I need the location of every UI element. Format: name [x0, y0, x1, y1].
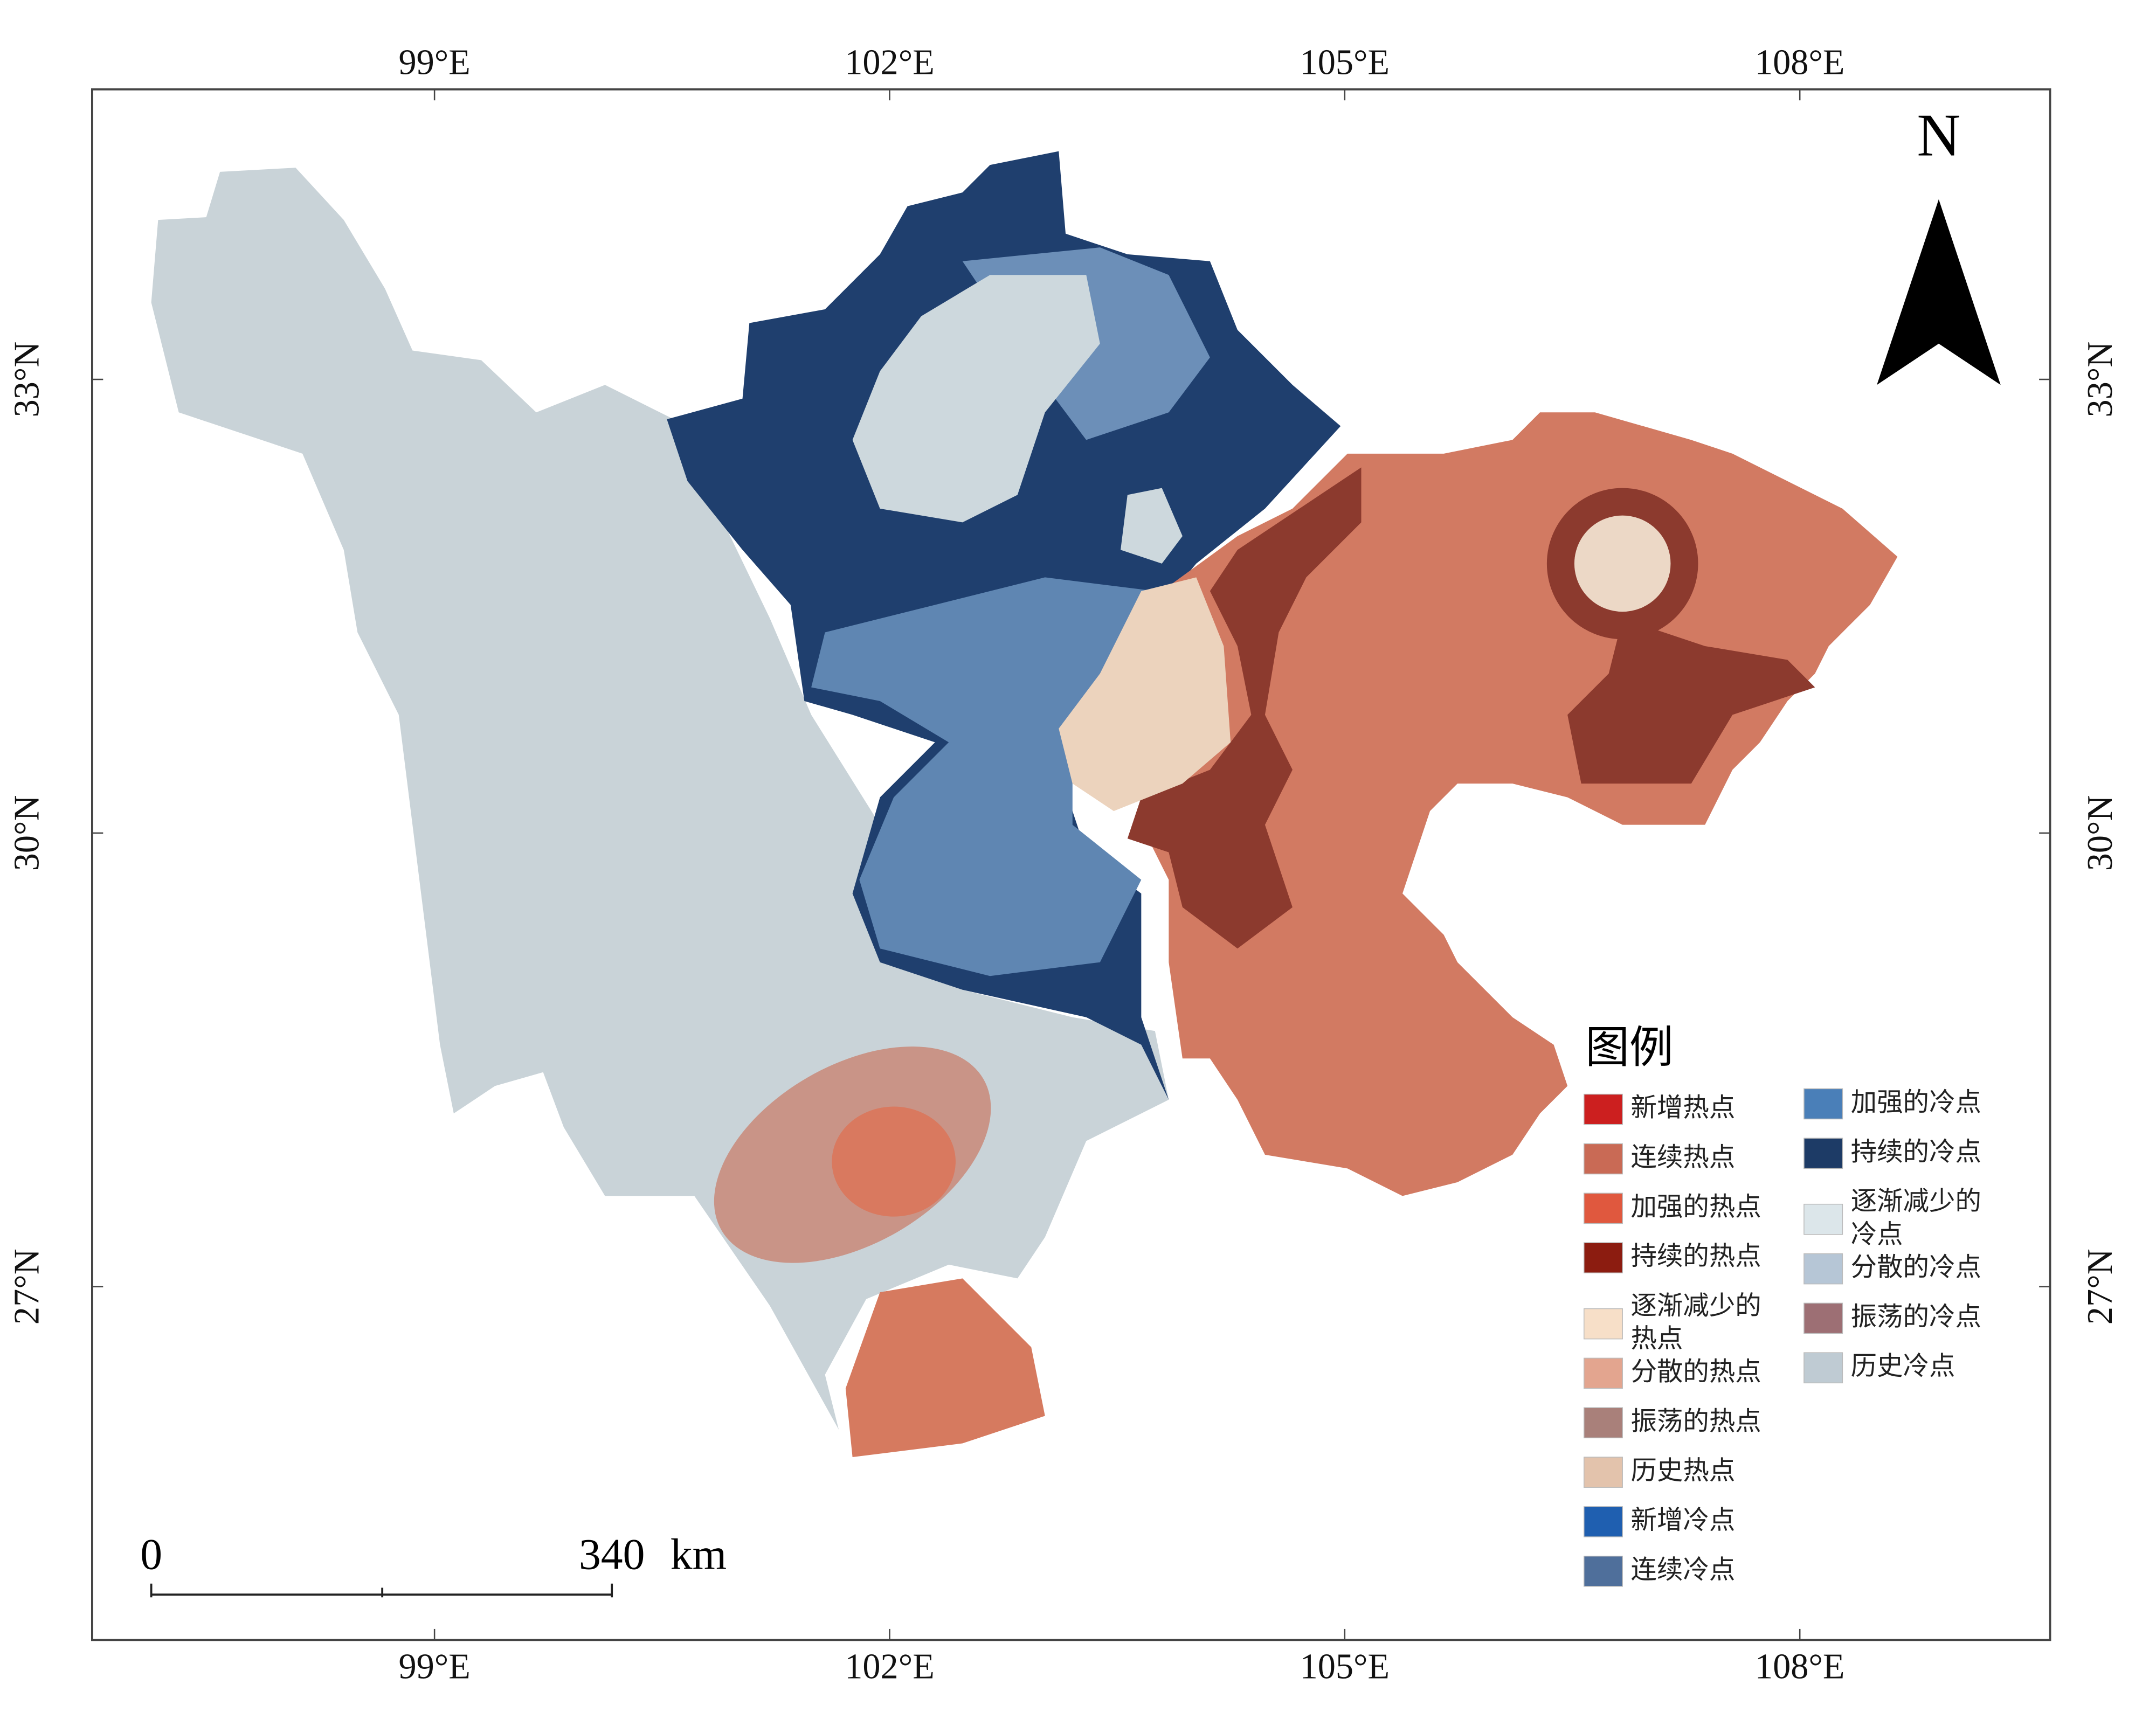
lon-label: 108°E: [1755, 43, 1845, 82]
lon-label: 99°E: [398, 1647, 470, 1687]
legend-swatch: [1803, 1302, 1843, 1334]
legend-swatch: [1583, 1506, 1623, 1537]
legend-swatch: [1583, 1193, 1623, 1224]
scale-end: 340: [579, 1530, 645, 1579]
lat-label: 33°N: [2081, 342, 2120, 418]
legend-swatch: [1583, 1093, 1623, 1125]
legend-swatch: [1803, 1253, 1843, 1285]
lon-label: 102°E: [845, 43, 935, 82]
region-cold-fading: [1121, 488, 1183, 564]
legend-swatch: [1583, 1308, 1623, 1340]
legend-title: 图例: [1585, 1022, 1673, 1073]
region-hot-continuous: [832, 1106, 956, 1217]
scale-unit: km: [671, 1530, 727, 1579]
scale-bar: [150, 1583, 613, 1598]
lat-label: 30°N: [7, 795, 46, 871]
region-hot-continuous: [1141, 412, 1898, 1196]
legend-swatch: [1803, 1352, 1843, 1384]
legend-label: 新增冷点: [1630, 1505, 1735, 1535]
legend-swatch: [1583, 1407, 1623, 1439]
legend-label: 持续的冷点: [1851, 1136, 1981, 1167]
north-label: N: [1917, 102, 1960, 169]
legend-label: 历史热点: [1630, 1455, 1735, 1486]
lat-label: 27°N: [2081, 1249, 2120, 1325]
lon-label: 102°E: [845, 1647, 935, 1687]
legend-swatch: [1803, 1203, 1843, 1235]
lon-label: 99°E: [398, 43, 470, 82]
legend-swatch: [1803, 1088, 1843, 1120]
legend-swatch: [1583, 1143, 1623, 1175]
lat-label: 27°N: [7, 1249, 46, 1325]
legend-label: 加强的冷点: [1851, 1087, 1981, 1117]
lon-label: 105°E: [1300, 43, 1390, 82]
legend-swatch: [1583, 1555, 1623, 1587]
north-arrow: [1877, 199, 2001, 385]
lat-label: 30°N: [2081, 795, 2120, 871]
legend-label: 冷点: [1851, 1219, 1903, 1249]
region-hot-persistent: [1127, 467, 1362, 949]
region-hot-continuous: [845, 1278, 1045, 1458]
legend-swatch: [1583, 1457, 1623, 1488]
region-cold-strong: [811, 577, 1155, 976]
legend-label: 分散的冷点: [1851, 1252, 1981, 1283]
region-hot-history: [1059, 577, 1231, 812]
region-hot-persistent: [1567, 618, 1815, 784]
lon-label: 108°E: [1755, 1647, 1845, 1687]
legend-label: 加强的热点: [1630, 1191, 1761, 1222]
legend-label: 逐渐减少的: [1630, 1291, 1761, 1321]
legend-label: 持续的热点: [1630, 1241, 1761, 1271]
legend-label: 新增热点: [1630, 1093, 1735, 1123]
legend-label: 振荡的热点: [1630, 1406, 1761, 1436]
legend-swatch: [1583, 1242, 1623, 1273]
scale-start: 0: [140, 1530, 162, 1579]
legend-swatch: [1803, 1138, 1843, 1169]
map-layer: N 0 340 km 99°E 99°E 102°E 102°E 105°E 105°E 1…: [7, 43, 2120, 1687]
lon-label: 105°E: [1300, 1647, 1390, 1687]
legend-label: 历史冷点: [1851, 1351, 1955, 1381]
legend-label: 逐渐减少的: [1851, 1186, 1981, 1216]
lat-label: 33°N: [7, 342, 46, 418]
legend-label: 连续冷点: [1630, 1555, 1735, 1585]
region-hot-ring: [1546, 488, 1698, 640]
legend-label: 振荡的冷点: [1851, 1301, 1981, 1332]
legend-label: 分散的热点: [1630, 1356, 1761, 1387]
legend-label: 热点: [1630, 1323, 1683, 1354]
region-cold-fading: [852, 275, 1100, 523]
legend-swatch: [1583, 1357, 1623, 1389]
legend-label: 连续热点: [1630, 1142, 1735, 1172]
